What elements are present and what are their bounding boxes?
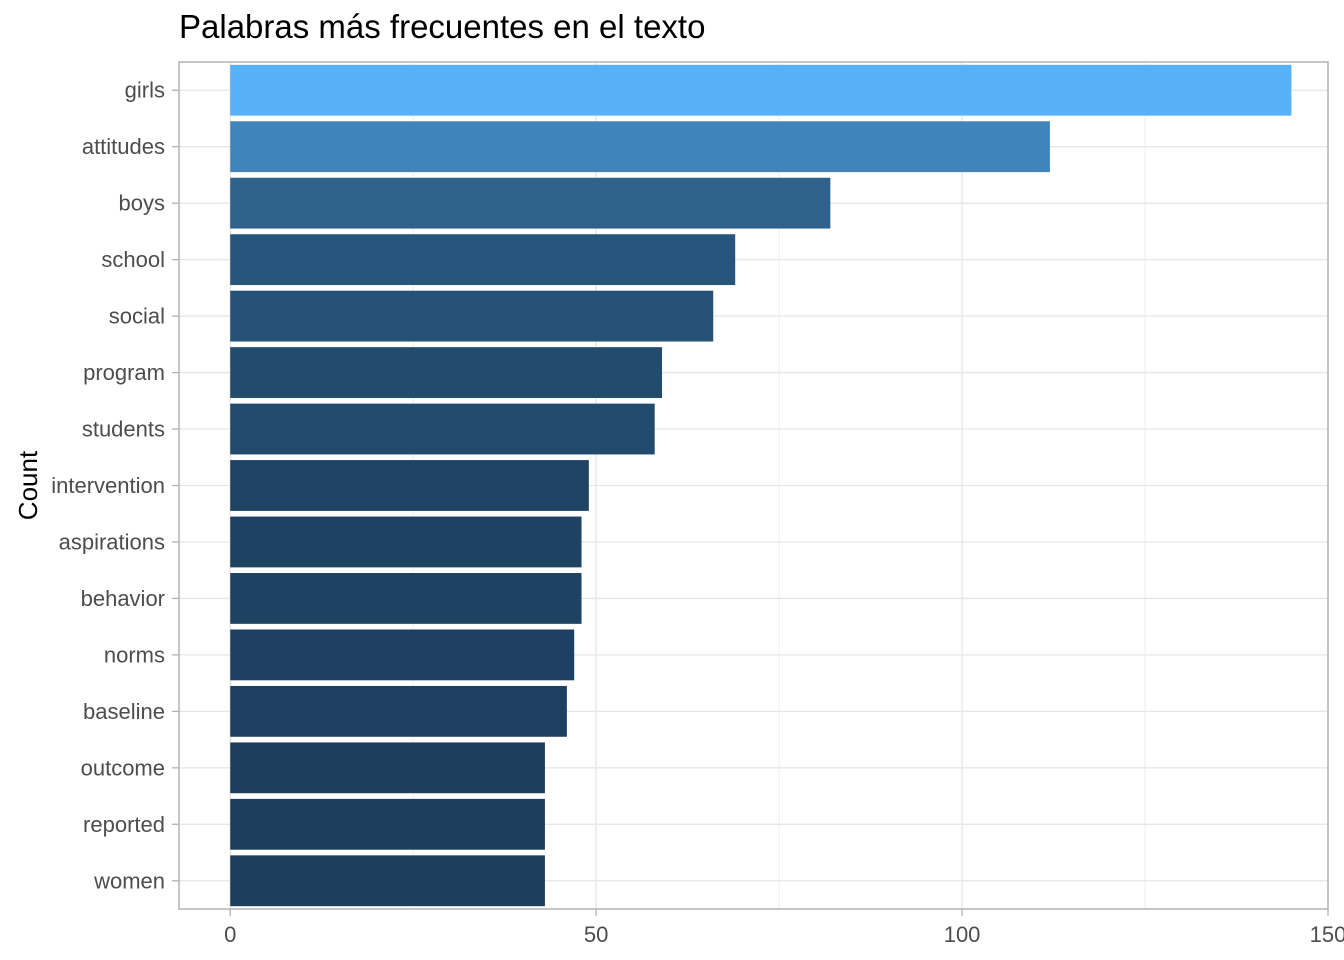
- bar-norms: [230, 629, 575, 681]
- y-tick-label: students: [82, 417, 165, 442]
- y-tick-labels: girls attitudes boys school social program stu…: [51, 78, 179, 893]
- y-tick-label: school: [101, 247, 165, 272]
- y-tick-label: attitudes: [82, 134, 165, 159]
- y-tick-label: aspirations: [59, 529, 165, 554]
- bar-students: [230, 403, 655, 455]
- y-tick-label: outcome: [81, 755, 165, 780]
- y-tick-label: norms: [104, 642, 165, 667]
- bar-attitudes: [230, 121, 1050, 173]
- bar-boys: [230, 177, 831, 229]
- y-axis-title: Count: [13, 450, 43, 520]
- x-tick-labels: 0 50 100 150: [224, 909, 1344, 947]
- x-tick-label: 100: [944, 922, 981, 947]
- bar-behavior: [230, 573, 582, 624]
- bar-program: [230, 347, 663, 398]
- bar-reported: [230, 798, 545, 850]
- bar-social: [230, 290, 714, 342]
- x-tick-label: 150: [1310, 922, 1344, 947]
- bar-school: [230, 234, 736, 286]
- x-tick-label: 0: [224, 922, 236, 947]
- y-tick-label: social: [109, 304, 165, 329]
- bar-intervention: [230, 460, 589, 511]
- y-tick-label: intervention: [51, 473, 165, 498]
- bar-outcome: [230, 742, 545, 794]
- y-tick-label: reported: [83, 812, 165, 837]
- y-tick-label: behavior: [81, 586, 165, 611]
- bar-aspirations: [230, 516, 582, 568]
- y-tick-label: boys: [119, 191, 165, 216]
- y-tick-label: girls: [125, 78, 165, 103]
- x-tick-label: 50: [584, 922, 608, 947]
- bar-baseline: [230, 685, 567, 737]
- y-tick-label: baseline: [83, 699, 165, 724]
- bar-girls: [230, 64, 1292, 116]
- y-tick-label: women: [93, 868, 165, 893]
- chart-title: Palabras más frecuentes en el texto: [179, 8, 706, 45]
- bars: [230, 64, 1292, 907]
- y-tick-label: program: [83, 360, 165, 385]
- bar-women: [230, 855, 545, 907]
